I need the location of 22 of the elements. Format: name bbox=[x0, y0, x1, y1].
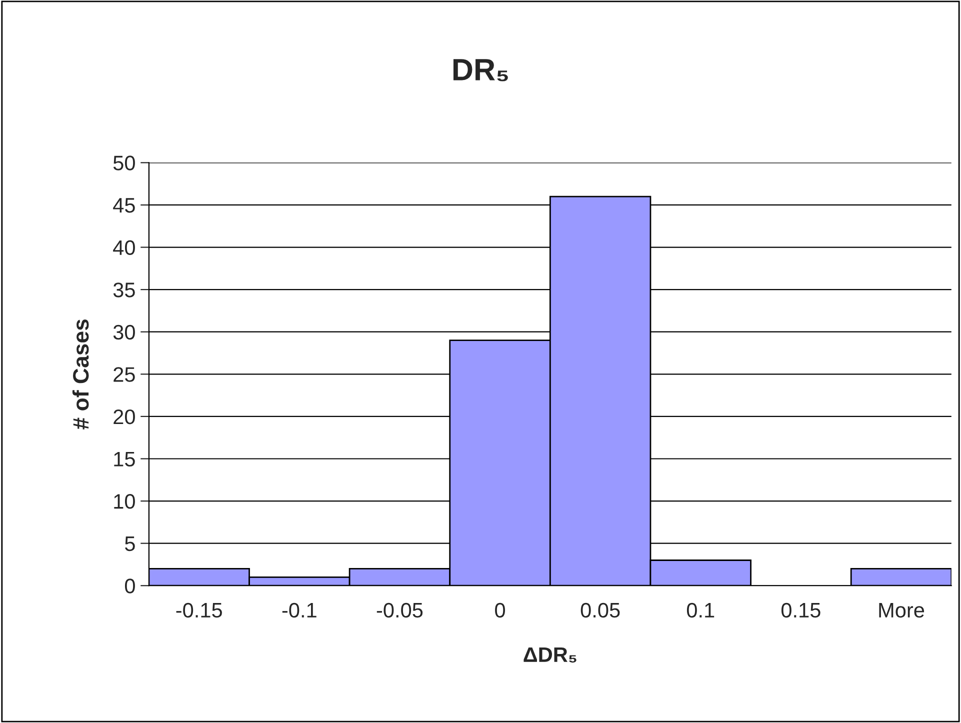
y-axis-title: # of Cases bbox=[72, 319, 89, 430]
x-tick-label: -0.1 bbox=[282, 602, 316, 618]
x-tick-label: 0.05 bbox=[580, 602, 620, 618]
y-tick-label: 25 bbox=[114, 367, 135, 382]
y-tick-label: 5 bbox=[125, 536, 135, 552]
y-tick-label: 45 bbox=[113, 198, 135, 213]
y-tick-label: 10 bbox=[114, 494, 135, 509]
y-tick-label: 40 bbox=[113, 240, 135, 256]
x-tick-label: 0.15 bbox=[781, 602, 820, 618]
y-tick-label: 50 bbox=[113, 156, 135, 170]
x-axis-title: ΔDR₅ bbox=[524, 647, 576, 663]
y-tick-label: 20 bbox=[114, 409, 135, 424]
x-tick-label: 0 bbox=[495, 602, 505, 618]
x-tick-label: More bbox=[879, 603, 924, 618]
y-tick-label: 0 bbox=[124, 578, 135, 594]
x-tick-label: -0.05 bbox=[376, 602, 423, 618]
y-tick-label: 35 bbox=[113, 282, 135, 298]
x-tick-label: 0.1 bbox=[686, 602, 714, 618]
x-tick-label: -0.15 bbox=[176, 602, 222, 618]
y-tick-label: 15 bbox=[114, 452, 135, 466]
chart-title: DR₅ bbox=[453, 59, 508, 82]
y-tick-label: 30 bbox=[113, 324, 135, 340]
